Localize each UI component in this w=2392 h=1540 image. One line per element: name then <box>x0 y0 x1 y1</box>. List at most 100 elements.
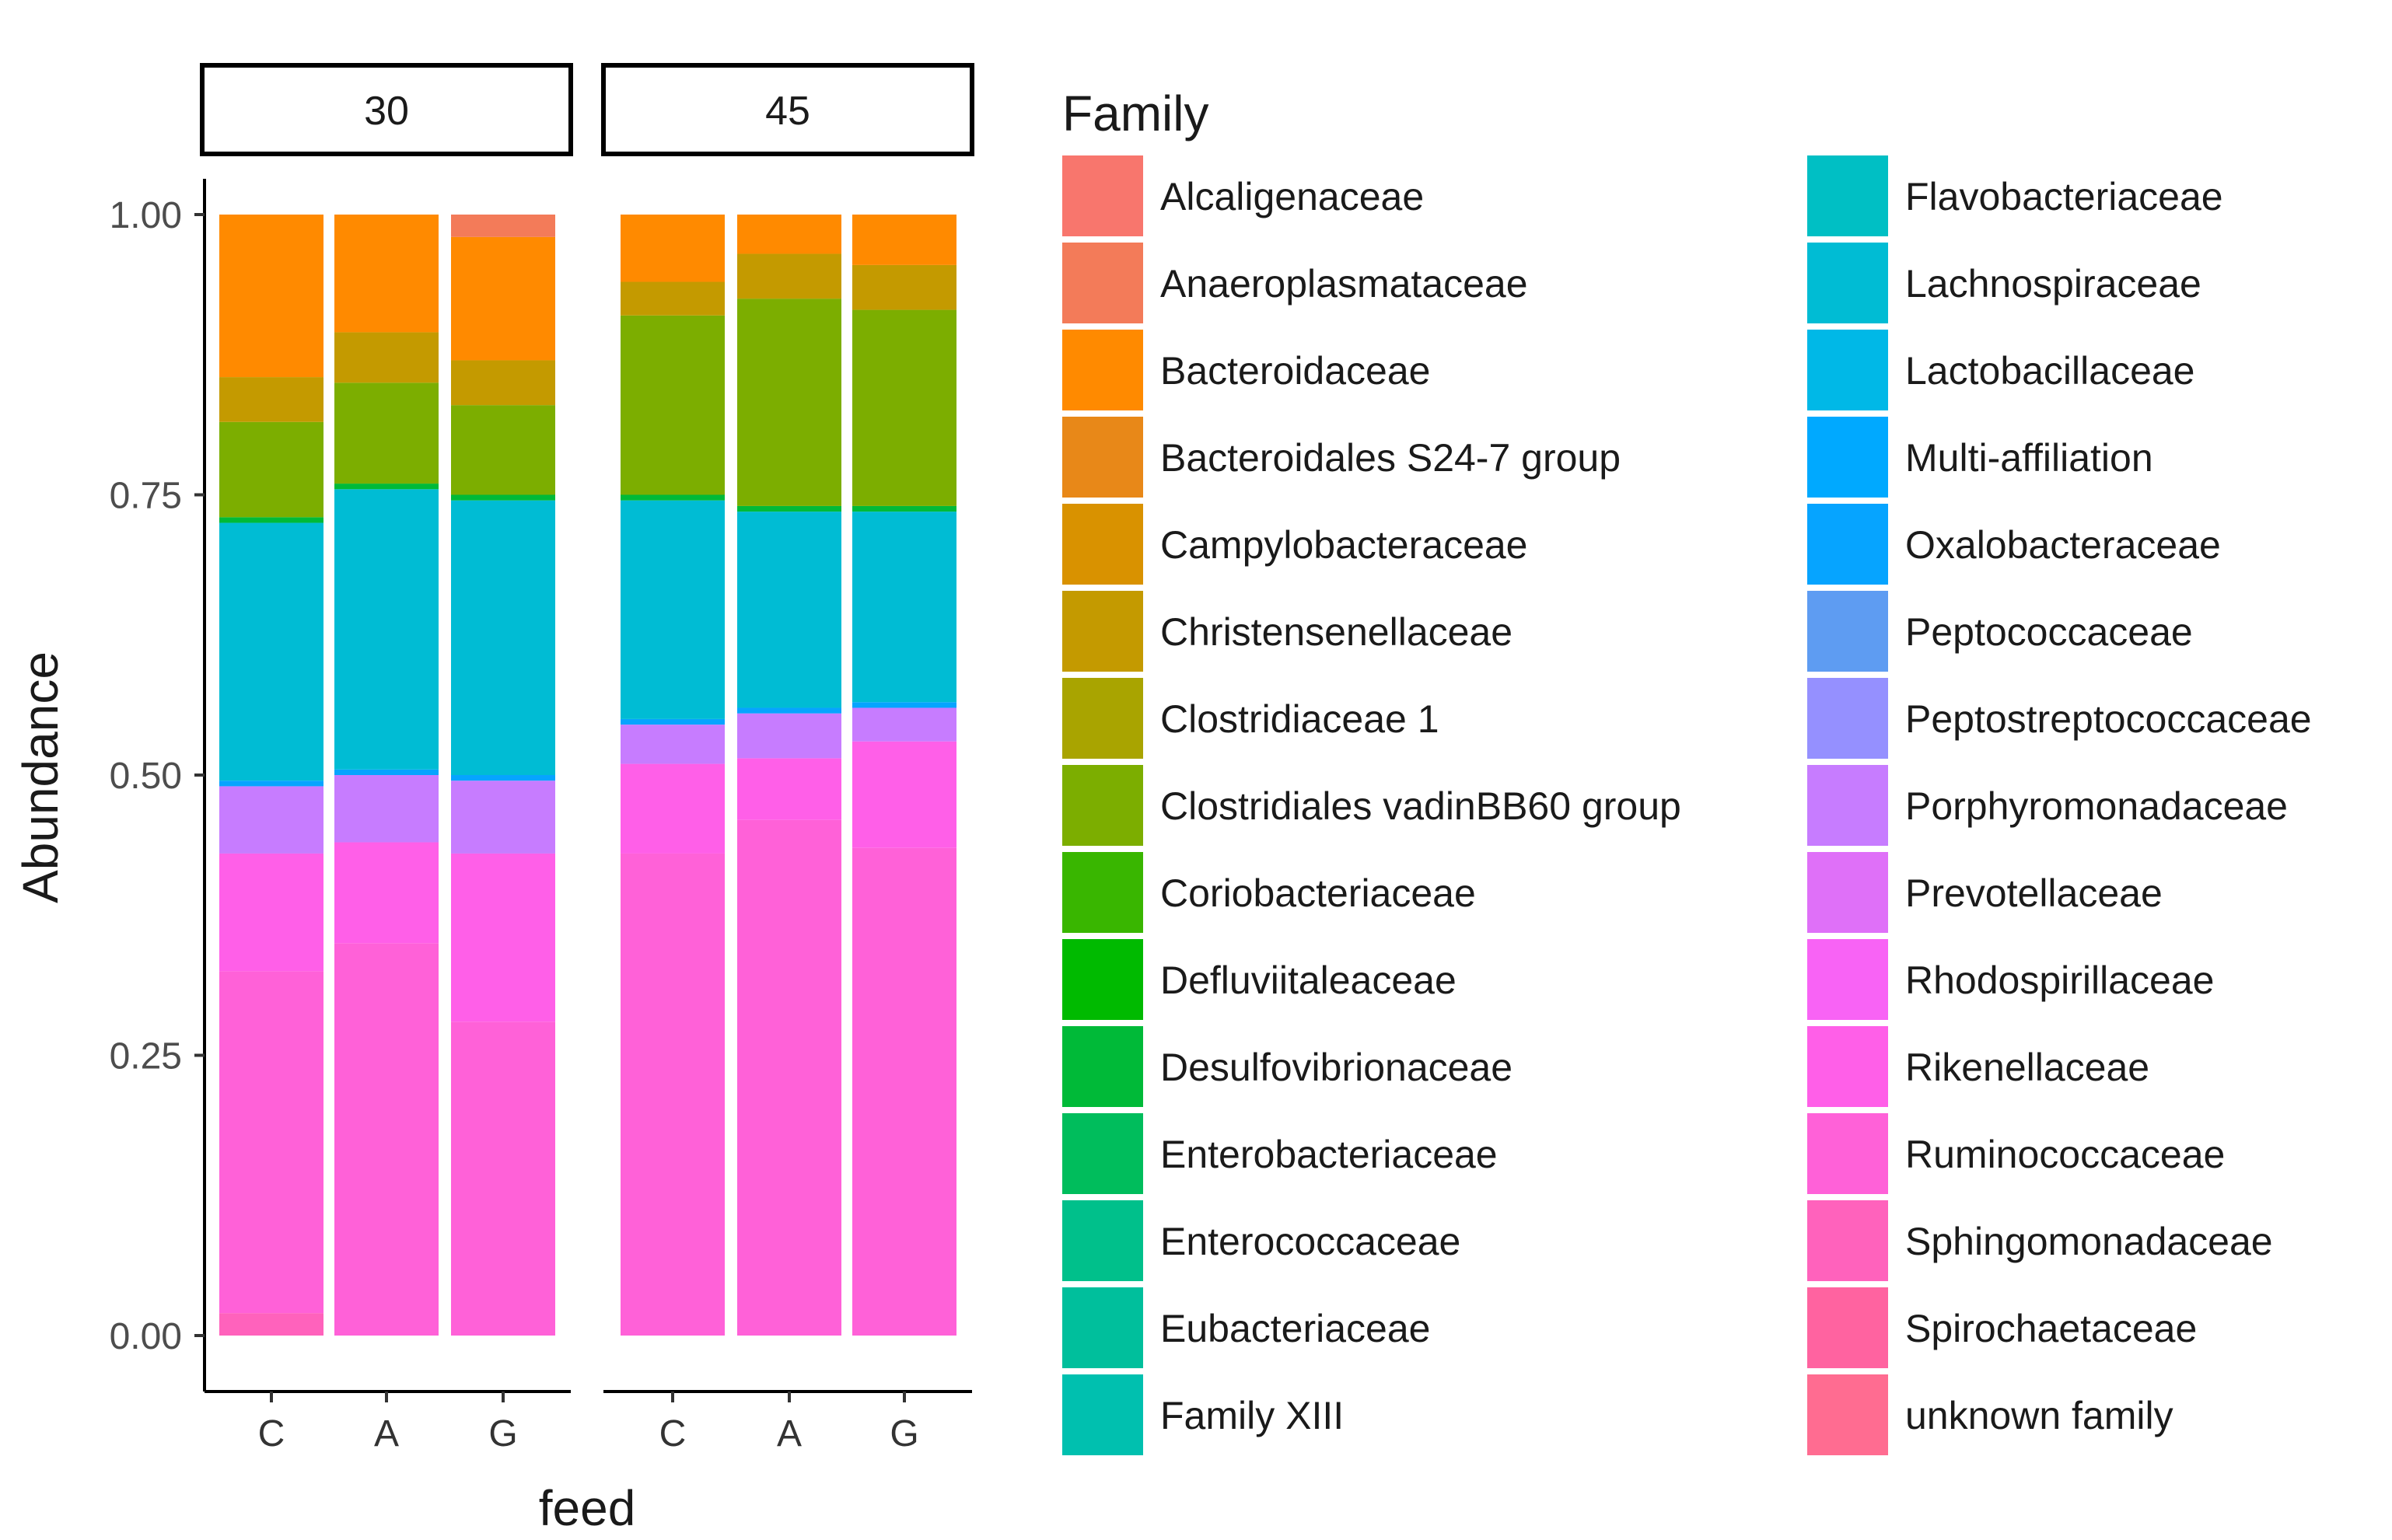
bar-segment-30-A-clostridiales-vadinbb60-group <box>334 382 439 484</box>
bar-segment-30-C-rikenellaceae <box>219 853 323 972</box>
legend-label-porphyromonadaceae: Porphyromonadaceae <box>1905 784 2288 828</box>
legend-key-ruminococcaceae <box>1807 1113 1888 1194</box>
legend-label-clostridiaceae-1: Clostridiaceae 1 <box>1160 697 1439 741</box>
legend-key-christensenellaceae <box>1062 591 1143 672</box>
legend-key-clostridiaceae-1 <box>1062 678 1143 759</box>
bar-segment-30-C-lachnospiraceae <box>219 522 323 781</box>
legend-label-unknown-family: unknown family <box>1905 1394 2173 1437</box>
x-axis-title: feed <box>539 1480 636 1536</box>
legend-key-rikenellaceae <box>1807 1026 1888 1107</box>
legend-key-rhodospirillaceae <box>1807 939 1888 1020</box>
legend-key-unknown-family <box>1807 1374 1888 1455</box>
legend-label-lachnospiraceae: Lachnospiraceae <box>1905 262 2201 306</box>
legend-key-eubacteriaceae <box>1062 1287 1143 1368</box>
legend-label-eubacteriaceae: Eubacteriaceae <box>1160 1307 1430 1350</box>
legend-key-alcaligenaceae <box>1062 155 1143 236</box>
bar-segment-45-C-ruminococcaceae <box>621 853 725 1336</box>
bar-segment-45-A-clostridiales-vadinbb60-group <box>737 299 841 506</box>
bar-segment-30-G-anaeroplasmataceae <box>451 215 555 237</box>
bar-segment-30-A-christensenellaceae <box>334 332 439 383</box>
bar-segment-30-G-bacteroidaceae <box>451 236 555 361</box>
x-tick-label: C <box>258 1413 285 1454</box>
legend-label-bacteroidales-s24-7-group: Bacteroidales S24-7 group <box>1160 436 1621 480</box>
bar-segment-45-C-christensenellaceae <box>621 281 725 316</box>
bar-segment-45-C-lachnospiraceae <box>621 500 725 719</box>
y-axis-title: Abundance <box>12 651 68 903</box>
bar-segment-45-C-porphyromonadaceae <box>621 725 725 764</box>
y-tick-label: 0.25 <box>110 1036 182 1077</box>
bar-segment-30-G-porphyromonadaceae <box>451 780 555 854</box>
bar-segment-30-G-lachnospiraceae <box>451 500 555 775</box>
legend-label-peptostreptococcaceae: Peptostreptococcaceae <box>1905 697 2312 741</box>
legend-key-oxalobacteraceae <box>1807 504 1888 585</box>
legend: Alcaligenaceae Anaeroplasmataceae Bacteroi… <box>1062 155 2312 1455</box>
bar-segment-30-A-porphyromonadaceae <box>334 775 439 843</box>
x-tick-label: A <box>777 1413 802 1454</box>
legend-label-prevotellaceae: Prevotellaceae <box>1905 871 2163 915</box>
bar-segment-30-A-oxalobacteraceae <box>334 769 439 775</box>
bar-segment-45-G-christensenellaceae <box>852 264 956 310</box>
legend-label-christensenellaceae: Christensenellaceae <box>1160 610 1512 654</box>
legend-label-oxalobacteraceae: Oxalobacteraceae <box>1905 523 2221 567</box>
bar-segment-30-A-ruminococcaceae <box>334 943 439 1336</box>
bar-segment-45-C-bacteroidaceae <box>621 215 725 282</box>
legend-key-prevotellaceae <box>1807 852 1888 933</box>
facet-strip-label-30: 30 <box>364 89 409 134</box>
bar-segment-30-C-porphyromonadaceae <box>219 786 323 854</box>
legend-key-bacteroidaceae <box>1062 330 1143 410</box>
bar-segment-45-G-desulfovibrionaceae <box>852 505 956 512</box>
legend-label-enterobacteriaceae: Enterobacteriaceae <box>1160 1133 1498 1176</box>
bar-segment-45-C-desulfovibrionaceae <box>621 494 725 501</box>
bar-segment-45-A-lachnospiraceae <box>737 512 841 708</box>
legend-key-peptococcaceae <box>1807 591 1888 672</box>
bar-segment-30-A-lachnospiraceae <box>334 489 439 770</box>
bar-segment-45-A-ruminococcaceae <box>737 819 841 1336</box>
bar-segment-45-A-desulfovibrionaceae <box>737 505 841 512</box>
legend-label-flavobacteriaceae: Flavobacteriaceae <box>1905 175 2223 218</box>
bar-segment-30-A-rikenellaceae <box>334 842 439 944</box>
legend-label-coriobacteriaceae: Coriobacteriaceae <box>1160 871 1476 915</box>
bar-segment-45-A-bacteroidaceae <box>737 215 841 254</box>
x-tick-label: G <box>890 1413 918 1454</box>
legend-label-bacteroidaceae: Bacteroidaceae <box>1160 349 1430 393</box>
y-tick-label: 0.50 <box>110 756 182 797</box>
legend-key-enterococcaceae <box>1062 1200 1143 1281</box>
bar-segment-30-C-ruminococcaceae <box>219 971 323 1314</box>
bar-segment-30-A-bacteroidaceae <box>334 215 439 333</box>
bar-segment-45-G-bacteroidaceae <box>852 215 956 265</box>
bar-segment-30-G-oxalobacteraceae <box>451 775 555 781</box>
y-tick-label: 1.00 <box>110 195 182 236</box>
legend-label-spirochaetaceae: Spirochaetaceae <box>1905 1307 2197 1350</box>
legend-label-enterococcaceae: Enterococcaceae <box>1160 1220 1460 1263</box>
legend-key-bacteroidales-s24-7-group <box>1062 417 1143 498</box>
bar-segment-45-A-rikenellaceae <box>737 758 841 820</box>
legend-key-flavobacteriaceae <box>1807 155 1888 236</box>
bar-segment-30-G-desulfovibrionaceae <box>451 494 555 501</box>
legend-label-peptococcaceae: Peptococcaceae <box>1905 610 2193 654</box>
legend-key-sphingomonadaceae <box>1807 1200 1888 1281</box>
x-tick-label: G <box>488 1413 517 1454</box>
bar-segment-30-C-sphingomonadaceae <box>219 1313 323 1336</box>
bar-segment-30-G-clostridiales-vadinbb60-group <box>451 405 555 495</box>
bar-segment-30-C-christensenellaceae <box>219 377 323 422</box>
facet-strip-box-45 <box>601 63 974 156</box>
legend-key-enterobacteriaceae <box>1062 1113 1143 1194</box>
bar-segment-45-G-ruminococcaceae <box>852 847 956 1336</box>
bar-segment-45-C-clostridiales-vadinbb60-group <box>621 315 725 495</box>
legend-label-ruminococcaceae: Ruminococcaceae <box>1905 1133 2225 1176</box>
bar-segment-45-G-oxalobacteraceae <box>852 702 956 708</box>
bar-segment-30-A-desulfovibrionaceae <box>334 484 439 490</box>
legend-label-sphingomonadaceae: Sphingomonadaceae <box>1905 1220 2273 1263</box>
legend-key-desulfovibrionaceae <box>1062 1026 1143 1107</box>
legend-key-clostridiales-vadinbb60-group <box>1062 765 1143 846</box>
bar-segment-30-C-clostridiales-vadinbb60-group <box>219 421 323 518</box>
bar-segment-30-C-desulfovibrionaceae <box>219 517 323 523</box>
bar-segment-45-G-clostridiales-vadinbb60-group <box>852 309 956 506</box>
y-tick-label: 0.00 <box>110 1316 182 1357</box>
bar-segment-45-C-rikenellaceae <box>621 763 725 854</box>
legend-key-multi-affiliation <box>1807 417 1888 498</box>
bar-segment-45-C-oxalobacteraceae <box>621 718 725 725</box>
facet-strip-label-45: 45 <box>765 89 810 134</box>
facet-strip-box-30 <box>200 63 573 156</box>
